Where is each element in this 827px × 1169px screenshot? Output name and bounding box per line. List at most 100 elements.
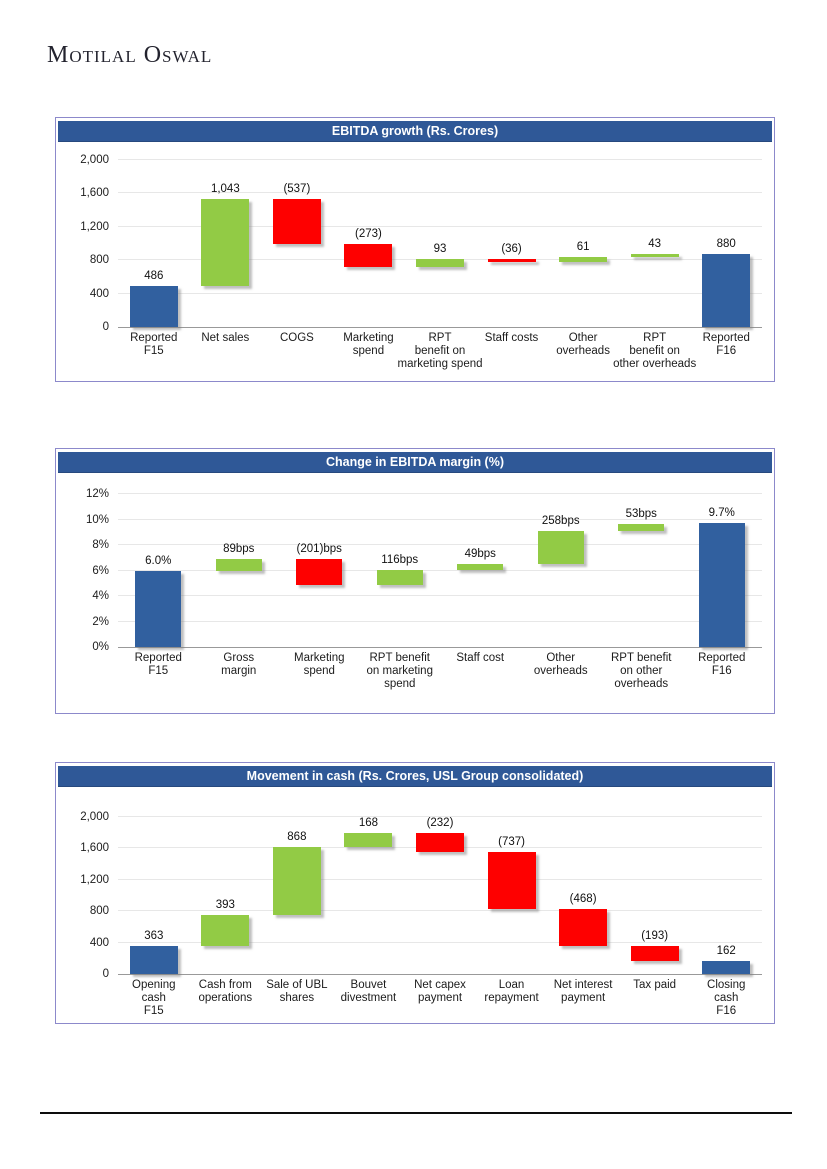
value-label: (537) [283, 183, 311, 196]
category-label: Reported F16 [698, 652, 746, 678]
y-tick-label: 8% [92, 539, 109, 552]
waterfall-bar [618, 524, 665, 531]
plot-area: 0 400 800 1,200 1,600 2,000 363 393 868 168 (232) (… [80, 811, 762, 980]
category-label: Tax paid [633, 979, 677, 991]
y-tick-label: 0% [92, 641, 109, 653]
category-label: Other overheads [556, 332, 610, 358]
waterfall-bar [487, 259, 536, 263]
value-label: 53bps [625, 508, 657, 521]
waterfall-bar [201, 914, 250, 946]
y-tick-label: 6% [92, 564, 109, 577]
value-label: (201)bps [296, 543, 342, 556]
waterfall-bar [559, 909, 608, 947]
waterfall-bar [135, 570, 182, 647]
category-label: Staff costs [484, 332, 539, 344]
value-label: 89bps [223, 543, 255, 556]
value-label: (232) [426, 817, 454, 830]
category-label: Cash from operations [198, 979, 253, 1005]
y-tick-label: 400 [89, 287, 109, 300]
category-label: RPT benefit on marketing spend [366, 652, 433, 691]
waterfall-bar [376, 570, 423, 585]
value-label: 486 [144, 270, 164, 283]
y-tick-label: 1,600 [80, 187, 109, 200]
gridline [118, 159, 762, 160]
category-label: Net interest payment [553, 979, 613, 1005]
value-label: 61 [576, 241, 590, 254]
waterfall-bar [129, 286, 178, 327]
gridline [118, 910, 762, 912]
gridline [118, 620, 762, 622]
category-label: Bouvet divestment [340, 979, 397, 1005]
y-tick-label: 1,600 [80, 842, 109, 855]
value-label: (468) [569, 893, 597, 906]
gridline [118, 816, 762, 817]
category-label: RPT benefit on other overheads [610, 652, 672, 691]
value-label: 363 [144, 929, 164, 942]
plot-area: 0% 2% 4% 6% 8% 10% 12% 6.0% 89bps (201)bps 116bps 4… [86, 488, 762, 653]
gridline [118, 878, 762, 880]
value-label: 162 [716, 945, 736, 958]
category-label: Other overheads [533, 652, 588, 678]
gridline [118, 493, 762, 494]
chart-ebitda-growth: EBITDA growth (Rs. Crores) 0 400 800 1,200 1… [55, 117, 775, 382]
motilal-oswal-logo: Motilal Oswal [47, 42, 213, 68]
category-label: Opening cash F15 [132, 979, 176, 1018]
y-tick-label: 400 [89, 936, 109, 949]
category-label: Reported F15 [130, 332, 178, 358]
value-label: 116bps [381, 554, 419, 566]
value-label: 49bps [464, 547, 496, 560]
gridline [118, 544, 762, 545]
category-label: Reported F15 [134, 652, 182, 678]
category-label: Loan repayment [484, 979, 539, 1005]
y-tick-label: 800 [89, 254, 109, 267]
category-label: RPT benefit on other overheads [613, 332, 697, 371]
value-label: (273) [355, 228, 382, 241]
waterfall-bar [201, 199, 250, 287]
gridline [118, 941, 762, 943]
chart-title-banner: Change in EBITDA margin (%) [58, 452, 772, 473]
category-label: Closing cash F16 [707, 979, 746, 1018]
y-tick-label: 1,200 [80, 220, 109, 233]
waterfall-bar [344, 244, 393, 267]
value-label: 1,043 [210, 183, 240, 196]
value-label: (193) [641, 930, 669, 943]
category-label: Gross margin [221, 652, 257, 678]
value-label: 43 [648, 237, 662, 250]
y-tick-label: 2,000 [80, 154, 109, 166]
category-label: RPT benefit on marketing spend [397, 332, 483, 371]
waterfall-bar [630, 253, 679, 258]
waterfall-bar [129, 945, 178, 974]
gridline [118, 225, 762, 227]
waterfall-bar [272, 199, 321, 245]
value-label: 6.0% [145, 554, 172, 567]
value-label: 93 [433, 243, 447, 256]
y-tick-label: 2% [92, 615, 109, 628]
y-tick-label: 4% [92, 590, 109, 603]
plot-area: 0 400 800 1,200 1,600 2,000 486 1,043 (537) (273)… [80, 154, 762, 333]
y-tick-label: 1,200 [80, 873, 109, 886]
gridline [118, 518, 762, 520]
waterfall-bar [559, 257, 608, 263]
value-label: 868 [287, 830, 307, 843]
y-tick-label: 12% [85, 488, 109, 500]
y-tick-label: 0 [102, 968, 109, 980]
waterfall-bar [702, 253, 751, 327]
category-label: Marketing spend [294, 652, 345, 678]
waterfall-bar [416, 833, 464, 852]
footer-rule [40, 1112, 792, 1114]
chart-title-banner: Movement in cash (Rs. Crores, USL Group … [58, 766, 772, 787]
waterfall-bar [630, 946, 679, 962]
value-label: 258bps [541, 514, 580, 527]
value-label: 168 [358, 817, 379, 830]
waterfall-bar [272, 846, 321, 915]
gridline [118, 292, 762, 294]
gridline [118, 595, 762, 596]
category-label: Sale of UBL shares [266, 979, 328, 1005]
waterfall-bar [344, 833, 393, 847]
category-label: Reported F16 [702, 332, 750, 358]
waterfall-bar [215, 559, 262, 571]
y-tick-label: 2,000 [80, 811, 109, 823]
y-tick-label: 10% [85, 513, 109, 526]
category-label: Marketing spend [343, 332, 394, 358]
